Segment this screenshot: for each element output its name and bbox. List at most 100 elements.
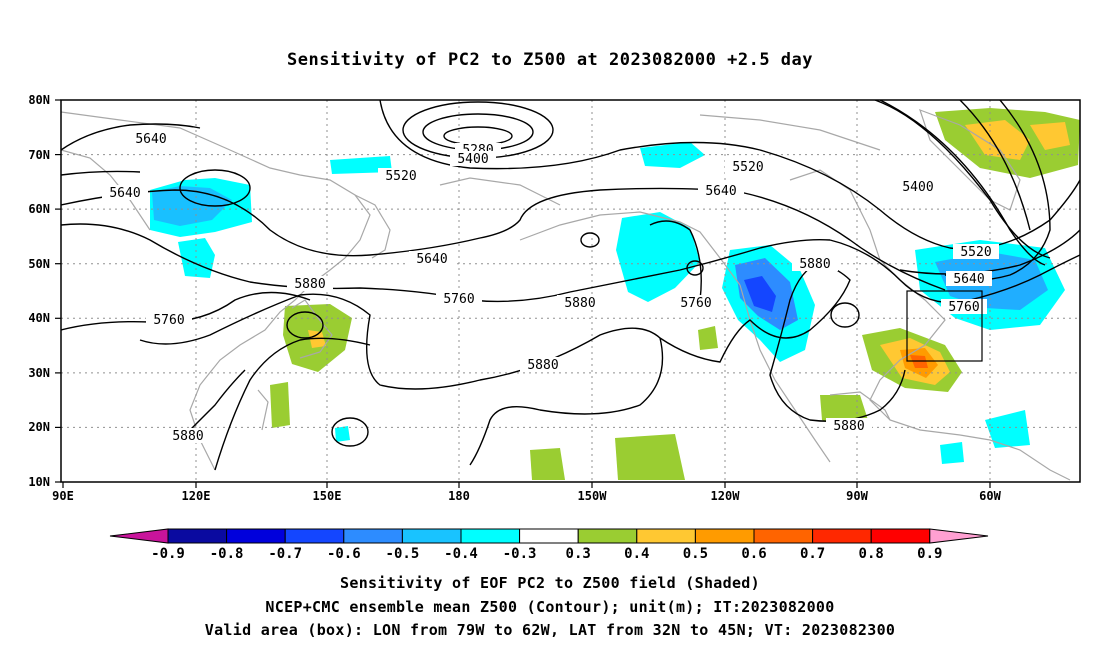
colorbar-label: 0.4 — [624, 546, 649, 562]
colorbar-label: -0.3 — [503, 546, 537, 562]
contour-5640-west — [61, 123, 201, 151]
colorbar-label: 0.6 — [741, 546, 766, 562]
colorbar-label: 0.9 — [917, 546, 942, 562]
coast-asia-north — [61, 111, 371, 286]
lat-label: 80N — [28, 93, 50, 107]
colorbar-swatch — [401, 528, 462, 544]
coast-arctic-islands — [699, 114, 881, 151]
colorbar-swatch — [753, 528, 814, 544]
contour-5880-atlantic-ring — [830, 302, 860, 328]
shade-na-west-inner — [744, 276, 776, 312]
contour-5760-bay-ring — [580, 232, 600, 248]
coast-philippines — [257, 389, 269, 431]
colorbar-label: -0.6 — [327, 546, 361, 562]
contour-label: 5760 — [948, 300, 979, 315]
colorbar-swatch — [812, 528, 872, 544]
shade-greenland-yellow — [965, 120, 1030, 160]
page-title: Sensitivity of PC2 to Z500 at 2023082000… — [286, 50, 813, 70]
colorbar-label: 0.8 — [859, 546, 884, 562]
contour-5880-pacific-ring — [331, 417, 369, 447]
contour-label: 5520 — [960, 245, 991, 260]
shade-atlantic-south — [985, 410, 1030, 448]
lat-labels: 80N 70N 60N 50N 40N 30N 20N 10N — [28, 93, 50, 489]
contour-5640-atlantic — [899, 229, 1080, 275]
colorbar-label: 0.7 — [800, 546, 825, 562]
lon-label: 150W — [578, 489, 608, 503]
contour-label: 5760 — [443, 292, 474, 307]
coast-greenland — [919, 108, 1021, 211]
contour-5400-east — [879, 100, 1046, 266]
caption-valid-area: Valid area (box): LON from 79W to 62W, L… — [204, 621, 896, 639]
coast-south-america — [959, 434, 1071, 481]
contour-label: 5640 — [705, 184, 736, 199]
axis-ticks — [55, 99, 991, 488]
shade-pacific-positive-2 — [615, 434, 685, 480]
contour-5880-main — [139, 261, 851, 390]
contour-label: 5880 — [833, 419, 864, 434]
valid-area-box — [906, 290, 983, 362]
shade-siberia-core — [152, 186, 232, 226]
lon-label: 150E — [313, 489, 342, 503]
colorbar-swatch — [694, 528, 755, 544]
contour-label: 5640 — [953, 272, 984, 287]
contour-5520-north — [379, 100, 1080, 250]
colorbar-right-triangle — [929, 528, 989, 544]
contour-label: 5640 — [135, 132, 166, 147]
coast-hudson — [789, 169, 881, 261]
contour-5760-alaska-ring — [686, 260, 704, 276]
colorbar-swatch — [226, 528, 286, 544]
colorbar-swatch — [636, 528, 696, 544]
shade-atlantic-south-2 — [940, 442, 964, 464]
colorbar-left-triangle — [109, 528, 169, 544]
contour-5640-west-ring — [179, 169, 251, 207]
contour-label: 5400 — [902, 180, 933, 195]
colorbar-swatch — [167, 528, 228, 544]
contour-5400-arc — [959, 100, 1031, 231]
colorbar-label: -0.9 — [151, 546, 185, 562]
contour-label: 5880 — [294, 277, 325, 292]
lon-label: 90W — [846, 489, 868, 503]
contour-5880-west — [214, 337, 371, 471]
coast-gulf — [829, 391, 961, 436]
lat-label: 60N — [28, 202, 50, 216]
coast-alaska — [519, 211, 741, 286]
colorbar-label: -0.8 — [210, 546, 244, 562]
coastlines — [61, 108, 1071, 481]
lon-label: 60W — [979, 489, 1001, 503]
colorbar-label: -0.4 — [444, 546, 478, 562]
colorbar-swatch — [870, 528, 931, 544]
contour-label: 5640 — [109, 186, 140, 201]
colorbar-label: -0.5 — [386, 546, 420, 562]
colorbar-label: 0.3 — [566, 546, 591, 562]
contour-label: 5400 — [457, 152, 488, 167]
contour-labels: 5640 5640 5280 5400 5520 5520 5640 5400 … — [102, 131, 999, 444]
shade-greenland-yellow-2 — [1030, 122, 1070, 150]
contour-label: 5760 — [153, 313, 184, 328]
lat-label: 40N — [28, 311, 50, 325]
shade-na-west-positive — [698, 326, 718, 350]
shade-pacific-positive-1 — [530, 448, 565, 480]
colorbar-swatch — [519, 528, 579, 544]
contour-label: 5880 — [799, 257, 830, 272]
caption-shading: Sensitivity of EOF PC2 to Z500 field (Sh… — [340, 574, 760, 592]
contour-5640-main — [61, 187, 946, 291]
contour-label: 5520 — [385, 169, 416, 184]
colorbar-swatch — [460, 528, 521, 544]
lon-labels: 90E 120E 150E 180 150W 120W 90W 60W — [52, 489, 1001, 503]
contour-5880-eastsouth — [769, 261, 906, 422]
contour-5880-japan-ring — [286, 311, 324, 339]
coast-bering — [439, 177, 561, 206]
shade-arctic-small — [330, 156, 392, 174]
lat-label: 20N — [28, 420, 50, 434]
colorbar-label: 0.5 — [683, 546, 708, 562]
lon-label: 180 — [448, 489, 470, 503]
lat-label: 30N — [28, 366, 50, 380]
shade-small-positive-1 — [270, 382, 290, 428]
map-frame — [60, 99, 1081, 483]
contour-label: 5880 — [172, 429, 203, 444]
coast-arctic-asia — [61, 149, 151, 231]
coast-japan — [291, 299, 333, 359]
shade-alaska-negative — [640, 142, 705, 168]
lon-label: 90E — [52, 489, 74, 503]
